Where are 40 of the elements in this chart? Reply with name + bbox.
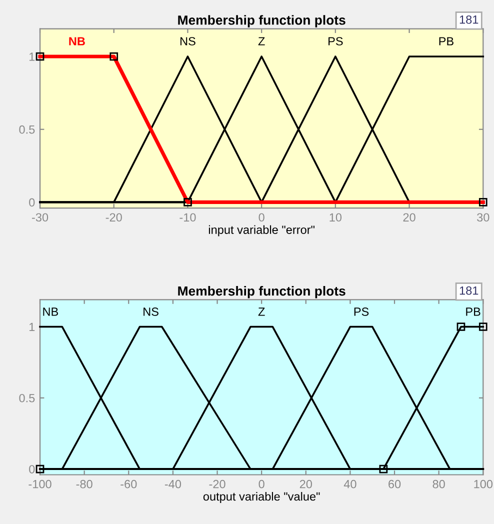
text: 181 bbox=[460, 286, 478, 295]
chart-title: Membership function plots bbox=[178, 15, 346, 28]
x-tick-label: -10 bbox=[180, 213, 196, 222]
y-tick-label: 1 bbox=[29, 322, 35, 332]
y-tick-label: 0.5 bbox=[19, 394, 35, 402]
x-tick-label: -30 bbox=[32, 213, 48, 222]
series-label: Z bbox=[258, 308, 265, 316]
series-label: PS bbox=[354, 308, 369, 316]
x-tick-label: 80 bbox=[432, 480, 445, 488]
series-label: NB bbox=[43, 308, 58, 316]
x-tick-label: 60 bbox=[388, 480, 401, 488]
x-tick-label: 100 bbox=[474, 480, 493, 488]
series-label: PB bbox=[466, 308, 480, 316]
x-tick-label: 30 bbox=[477, 213, 490, 222]
x-tick-label: -60 bbox=[120, 480, 137, 488]
series-label: PB bbox=[439, 37, 454, 46]
x-tick-label: -100 bbox=[28, 480, 52, 488]
x-tick-label: 40 bbox=[344, 480, 356, 488]
y-tick-label: 0 bbox=[29, 198, 35, 207]
y-tick-label: 1 bbox=[29, 52, 35, 61]
y-tick-label: 0 bbox=[29, 465, 35, 474]
x-axis-title: output variable "value" bbox=[203, 492, 320, 504]
series-label: NS bbox=[180, 37, 196, 46]
series-label: NB bbox=[69, 37, 85, 46]
x-tick-label: -20 bbox=[106, 213, 122, 222]
series-label: NS bbox=[144, 308, 158, 316]
x-tick-label: 20 bbox=[300, 480, 312, 488]
text: 181 bbox=[460, 15, 478, 24]
series-label: PS bbox=[328, 37, 343, 46]
series-label: Z bbox=[258, 37, 265, 46]
x-tick-label: 20 bbox=[403, 213, 416, 222]
x-tick-label: 10 bbox=[330, 213, 342, 222]
x-axis-title: input variable "error" bbox=[208, 225, 314, 236]
x-tick-label: -40 bbox=[164, 480, 182, 488]
x-tick-label: -20 bbox=[209, 480, 226, 488]
chart-title: Membership function plots bbox=[178, 286, 346, 298]
x-tick-label: -80 bbox=[76, 480, 92, 488]
x-tick-label: 0 bbox=[258, 213, 264, 222]
y-tick-label: 0.5 bbox=[19, 125, 35, 134]
x-tick-label: 0 bbox=[258, 480, 264, 488]
